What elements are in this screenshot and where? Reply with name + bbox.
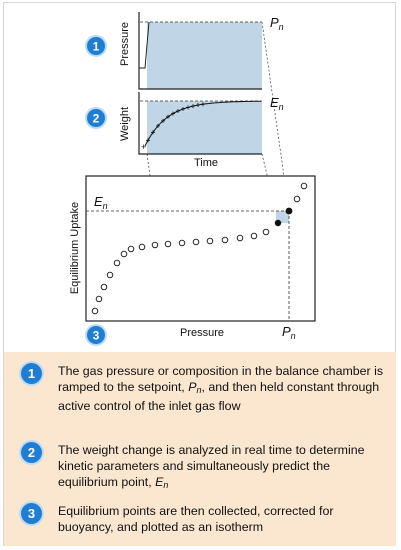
isotherm-point bbox=[178, 239, 186, 247]
isotherm-point bbox=[113, 259, 121, 267]
annotation-3-badge: 3 bbox=[21, 503, 42, 524]
step-badge-3: 3 bbox=[85, 324, 107, 346]
isotherm-predicted-point bbox=[274, 219, 282, 227]
weight-equilibrium-label: En bbox=[270, 95, 284, 112]
connector-line-left bbox=[146, 153, 151, 177]
isotherm-point bbox=[293, 195, 301, 203]
step-badge-2-number: 2 bbox=[93, 112, 100, 126]
isotherm-point bbox=[250, 232, 258, 240]
weight-data-marker bbox=[166, 114, 170, 119]
isotherm-point bbox=[95, 295, 103, 303]
pressure-shaded-area bbox=[147, 22, 262, 89]
weight-panel-ylabel: Weight bbox=[119, 107, 131, 141]
pressure-panel: Pressure Pn bbox=[119, 12, 284, 90]
weight-data-marker bbox=[186, 105, 190, 110]
isotherm-point bbox=[138, 243, 146, 251]
pressure-ramp-curve bbox=[139, 21, 150, 69]
annotation-panel-background bbox=[4, 352, 396, 546]
isotherm-plot-area bbox=[85, 175, 316, 322]
weight-axes bbox=[138, 92, 262, 155]
isotherm-xlabel: Pressure bbox=[180, 327, 224, 339]
isotherm-point bbox=[106, 271, 114, 279]
weight-data-marker bbox=[161, 118, 165, 123]
weight-data-marker bbox=[201, 102, 205, 107]
annotation-1-badge: 1 bbox=[21, 363, 42, 384]
isotherm-data-points bbox=[91, 182, 308, 315]
isotherm-point bbox=[164, 240, 172, 248]
isotherm-ylabel: Equilibrium Uptake bbox=[69, 202, 81, 294]
weight-shaded-area bbox=[147, 101, 262, 154]
isotherm-en-label: En bbox=[94, 194, 108, 211]
weight-data-marker bbox=[151, 130, 155, 135]
annotation-3-text: Equilibrium points are then collected, c… bbox=[58, 504, 334, 534]
weight-panel-xlabel: Time bbox=[194, 157, 218, 169]
annotation-2-badge: 2 bbox=[21, 442, 42, 463]
annotation-2-text: The weight change is analyzed in real ti… bbox=[58, 443, 365, 490]
isotherm-point bbox=[100, 283, 108, 291]
weight-data-marker bbox=[181, 107, 185, 111]
isotherm-panel: Equilibrium Uptake Pressure En Pn bbox=[69, 175, 316, 341]
pressure-panel-ylabel: Pressure bbox=[119, 22, 131, 66]
weight-start-marker: + bbox=[141, 142, 146, 152]
isotherm-point bbox=[120, 250, 128, 258]
isotherm-highlight-area bbox=[276, 211, 289, 223]
annotation-1-text: The gas pressure or composition in the b… bbox=[58, 364, 384, 413]
pressure-axes bbox=[138, 12, 262, 90]
step-badge-1-number: 1 bbox=[93, 40, 100, 54]
weight-data-marker bbox=[176, 109, 180, 113]
weight-data-marker bbox=[146, 138, 150, 143]
weight-data-marker bbox=[196, 103, 200, 107]
isotherm-point bbox=[300, 182, 308, 190]
isotherm-point bbox=[206, 237, 214, 245]
isotherm-point bbox=[262, 228, 270, 236]
weight-data-marker bbox=[156, 123, 160, 128]
pressure-setpoint-label: Pn bbox=[270, 15, 284, 32]
step-badge-2: 2 bbox=[85, 107, 107, 129]
step-badge-3-number: 3 bbox=[93, 329, 100, 343]
weight-data-marker bbox=[191, 104, 195, 109]
isotherm-equilibrium-point bbox=[285, 207, 293, 215]
sorption-diagram: Pressure Pn Weight Time + En Equilibrium… bbox=[69, 12, 316, 346]
weight-data-marker bbox=[171, 111, 175, 116]
isotherm-point bbox=[151, 241, 159, 249]
weight-panel: Weight Time + En bbox=[119, 92, 284, 169]
isotherm-point bbox=[91, 307, 99, 315]
isotherm-point bbox=[221, 236, 229, 244]
isotherm-pn-label: Pn bbox=[282, 324, 296, 341]
weight-data-markers bbox=[146, 102, 205, 143]
isotherm-point bbox=[236, 234, 244, 242]
isotherm-point bbox=[192, 238, 200, 246]
step-badge-1: 1 bbox=[85, 35, 107, 57]
isotherm-point bbox=[127, 245, 135, 253]
